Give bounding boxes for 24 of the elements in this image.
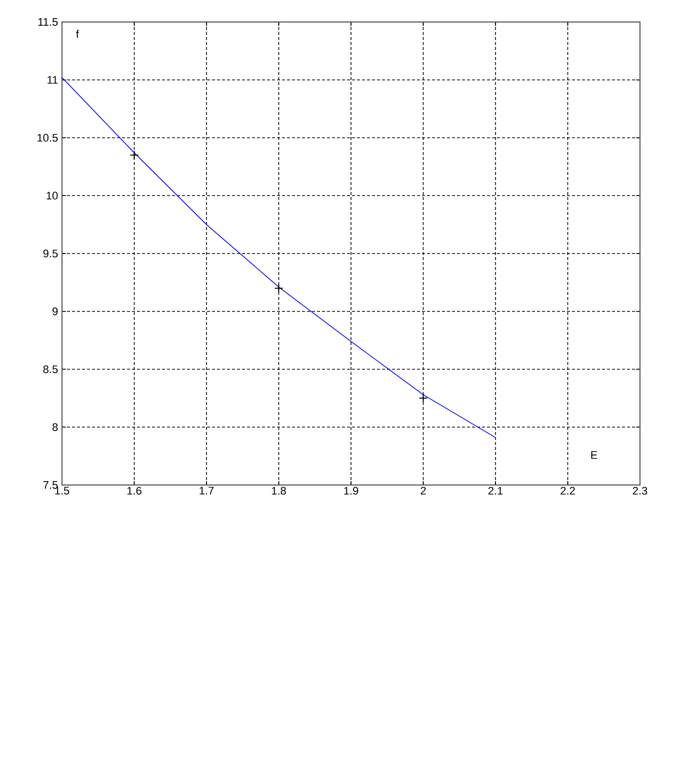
y-tick-label: 8: [52, 423, 58, 432]
y-tick-label: 10.5: [38, 134, 58, 142]
y-tick-label: 10: [46, 192, 58, 200]
x-tick-label: 1.8: [272, 486, 286, 495]
y-tick-label: 8.5: [43, 365, 58, 374]
x-tick-label: 2.1: [488, 486, 503, 495]
y-tick-label: 11: [48, 76, 58, 84]
x-tick-label: 1.9: [344, 486, 358, 495]
y-axis-title: f: [76, 30, 79, 38]
x-tick-label: 2.2: [560, 486, 575, 495]
line-series: [62, 77, 496, 438]
point: [418, 394, 428, 403]
point: [130, 150, 139, 160]
x-tick-label: 1.5: [55, 486, 70, 495]
y-tick-label: 9: [52, 307, 58, 316]
y-tick-label: 9.5: [43, 250, 58, 258]
x-axis-title: E: [591, 451, 598, 459]
x-tick-label: 1.6: [127, 486, 142, 495]
x-tick-label: 2: [420, 486, 426, 495]
y-tick-label: 7.5: [43, 481, 58, 489]
x-tick-label: 1.7: [200, 486, 214, 494]
point: [274, 284, 284, 293]
x-tick-label: 2.3: [632, 486, 648, 495]
y-tick-label: 11.5: [38, 18, 58, 26]
